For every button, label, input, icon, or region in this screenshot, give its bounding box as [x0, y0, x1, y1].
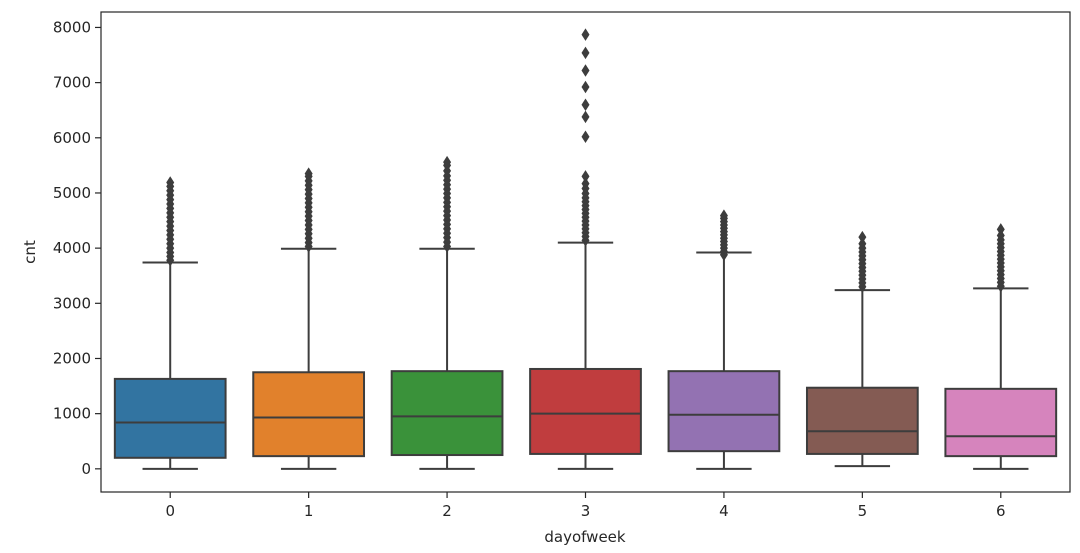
x-tick-label-0: 0: [165, 502, 175, 520]
x-tick-label-3: 3: [581, 502, 591, 520]
outlier-3-17: [581, 110, 590, 124]
y-tick-label-0: 0: [81, 460, 91, 478]
outlier-3-22: [581, 28, 590, 41]
box-group-1: [252, 167, 366, 470]
y-tick-label-4000: 4000: [53, 239, 91, 257]
axes-layer: 0 1000 2000 3000 4000 5000 6000 7000 8000 0 1 2 3 4 5 6: [53, 11, 1071, 520]
x-tick-label-4: 4: [719, 502, 729, 520]
outlier-2-19: [443, 155, 452, 169]
x-tick-label-5: 5: [858, 502, 868, 520]
outlier-3-16: [581, 130, 590, 143]
outlier-1-17: [304, 167, 313, 180]
box-group-3: [529, 28, 642, 470]
y-axis-label: cnt: [21, 240, 39, 264]
outlier-0-18: [166, 176, 175, 189]
outlier-5-11: [858, 237, 867, 250]
outlier-6-14: [996, 223, 1005, 236]
box-6: [944, 387, 1058, 458]
outlier-3-15: [581, 170, 590, 183]
outlier-3-20: [581, 64, 590, 77]
boxes-layer: [113, 28, 1058, 470]
x-tick-label-2: 2: [442, 502, 452, 520]
box-group-4: [667, 209, 781, 470]
y-tick-label-6000: 6000: [53, 129, 91, 147]
y-tick-label-8000: 8000: [53, 18, 91, 36]
x-tick-label-1: 1: [304, 502, 314, 520]
box-group-0: [113, 176, 227, 470]
box-3: [529, 367, 642, 455]
x-tick-label-6: 6: [996, 502, 1006, 520]
outlier-4-12: [719, 209, 728, 222]
box-0: [113, 377, 227, 459]
box-group-2: [390, 155, 504, 470]
box-5: [805, 386, 919, 455]
box-group-6: [944, 223, 1058, 470]
y-tick-label-1000: 1000: [53, 405, 91, 423]
y-tick-label-3000: 3000: [53, 294, 91, 312]
box-2: [390, 370, 504, 457]
outlier-3-18: [581, 98, 590, 111]
box-group-5: [805, 230, 919, 468]
outlier-3-21: [581, 46, 590, 60]
y-tick-label-7000: 7000: [53, 74, 91, 92]
y-tick-label-5000: 5000: [53, 184, 91, 202]
outlier-5-12: [858, 230, 867, 244]
x-axis-label: dayofweek: [544, 528, 626, 546]
y-tick-label-2000: 2000: [53, 349, 91, 367]
box-1: [252, 371, 366, 458]
box-4: [667, 370, 781, 453]
outlier-3-19: [581, 80, 590, 94]
outlier-3-14: [581, 177, 590, 190]
